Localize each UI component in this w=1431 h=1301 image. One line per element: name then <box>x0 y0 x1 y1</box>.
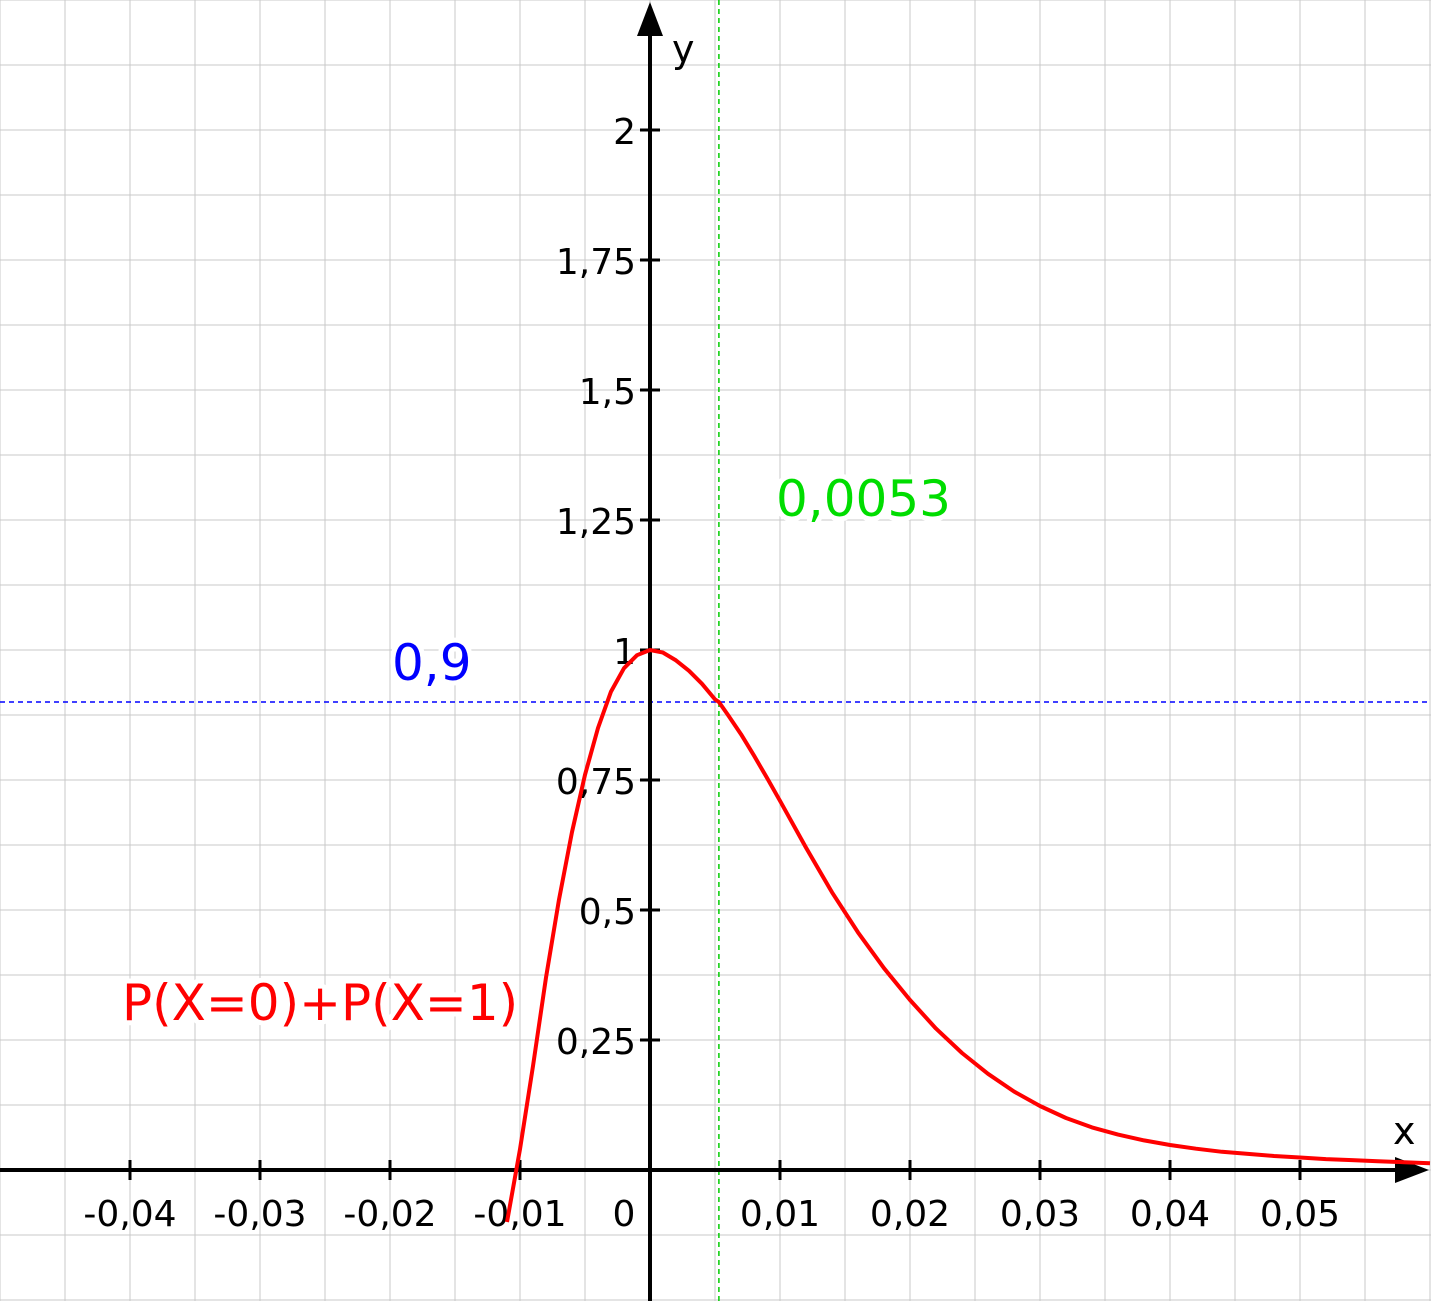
x-tick-label: 0 <box>613 1194 636 1235</box>
vertical-line-annotation: 0,0053 <box>776 470 951 528</box>
x-tick-label: -0,02 <box>343 1194 436 1235</box>
x-tick-label: -0,01 <box>473 1194 566 1235</box>
labels: x y P(X=0)+P(X=1) 0,9 0,0053 <box>117 27 1416 1153</box>
y-axis-label: y <box>672 27 695 71</box>
y-tick-label: 1,75 <box>556 242 636 283</box>
ticks: -0,04 -0,03 -0,02 -0,01 0 0,01 0,02 0,03 0,04 0,0… <box>83 112 1340 1235</box>
x-tick-label: 0,05 <box>1260 1194 1340 1235</box>
x-tick-label: 0,02 <box>870 1194 950 1235</box>
y-tick-label: 1,25 <box>556 502 636 543</box>
x-tick-label: -0,03 <box>213 1194 306 1235</box>
y-tick-label: 0,25 <box>556 1022 636 1063</box>
x-tick-label: -0,04 <box>83 1194 176 1235</box>
y-tick-label: 0,75 <box>556 762 636 803</box>
y-tick-label: 1,5 <box>579 372 636 413</box>
x-axis-label: x <box>1393 1109 1416 1153</box>
series-group <box>505 648 1431 1223</box>
x-tick-label: 0,03 <box>1000 1194 1080 1235</box>
y-axis-arrow <box>637 2 663 36</box>
x-tick-label: 0,01 <box>740 1194 820 1235</box>
series-annotation: P(X=0)+P(X=1) <box>122 974 518 1032</box>
x-tick-label: 0,04 <box>1130 1194 1210 1235</box>
horizontal-line-annotation: 0,9 <box>392 634 472 692</box>
y-tick-label: 0,5 <box>579 892 636 933</box>
series-line <box>505 648 1431 1223</box>
y-tick-label: 2 <box>613 112 636 153</box>
